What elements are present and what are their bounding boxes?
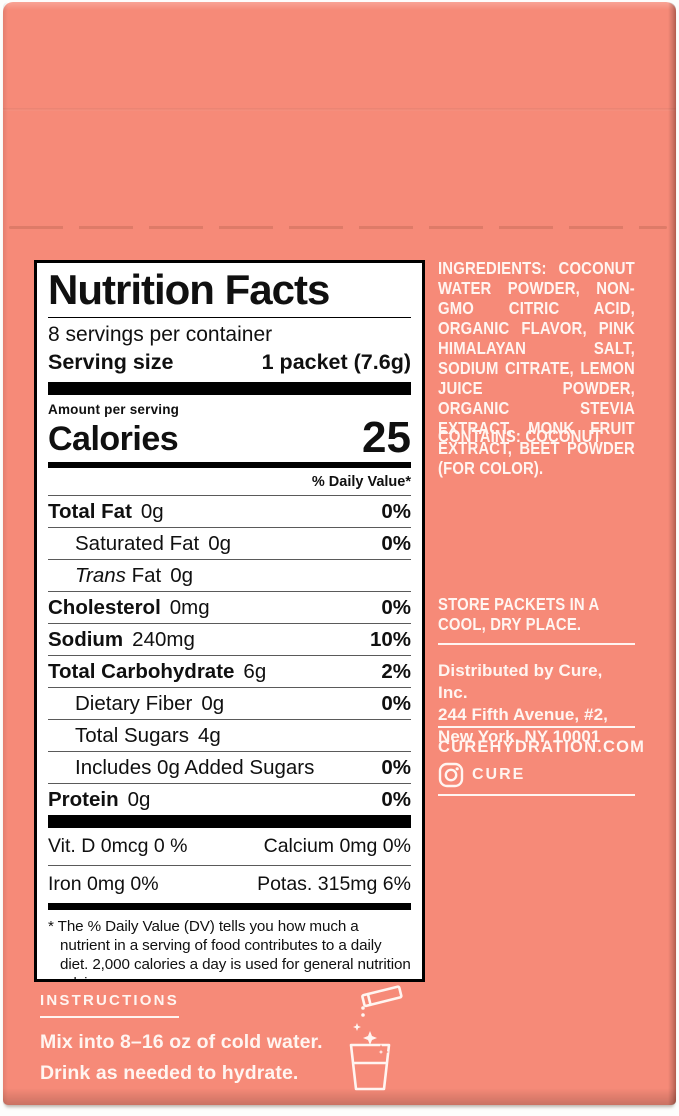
nutrition-facts-title: Nutrition Facts: [48, 267, 411, 318]
distributor-line: Distributed by Cure, Inc.: [438, 661, 603, 702]
nutrient-name: Dietary Fiber: [75, 691, 193, 715]
nutrient-dv: 0%: [381, 755, 411, 779]
nutrient-name: Fat: [125, 563, 162, 587]
nutrient-dv: 10%: [369, 627, 411, 651]
website-url: CUREHYDRATION.COM: [438, 738, 646, 756]
nutrient-dv: 0%: [381, 531, 411, 555]
divider-bar-thick: [48, 815, 411, 829]
contains-text: COCONUT: [521, 426, 602, 446]
storage-note: STORE PACKETS IN A COOL, DRY PLACE.: [438, 594, 599, 634]
calories-row: Calories 25: [48, 412, 411, 462]
instructions-section: INSTRUCTIONS Mix into 8–16 oz of cold wa…: [40, 992, 323, 1085]
nutrition-facts-panel: Nutrition Facts 8 servings per container…: [34, 260, 425, 982]
micronutrient-row-2: Iron 0mg 0% Potas. 315mg 6%: [48, 865, 411, 903]
box-top-edge: [3, 2, 676, 10]
nutrient-dv: 2%: [381, 659, 411, 683]
calories-label: Calories: [48, 420, 179, 459]
packet-pour-into-cup-icon: [349, 985, 403, 1091]
nutrient-dv: 0%: [381, 787, 411, 811]
box-left-edge: [3, 2, 8, 1105]
nutrient-name: Total Fat: [48, 499, 132, 523]
distributor-line: New York, NY 10001: [438, 727, 601, 746]
social-row: CURE: [438, 762, 525, 788]
nutrient-amount: 0g: [140, 499, 164, 523]
instructions-line-1: Mix into 8–16 oz of cold water.: [40, 1031, 323, 1053]
contains-line: CONTAINS: COCONUT: [438, 426, 635, 446]
nutrient-name: Includes 0g Added Sugars: [75, 755, 315, 779]
instructions-heading: INSTRUCTIONS: [40, 992, 179, 1018]
distributor-line: 244 Fifth Avenue, #2,: [438, 705, 608, 724]
nutrient-row-cholesterol: Cholesterol 0mg 0%: [48, 591, 411, 623]
perforation-line: [9, 226, 667, 229]
nutrient-amount: 240mg: [132, 627, 195, 651]
nutrient-amount: 0g: [201, 691, 225, 715]
nutrient-row-total-carbohydrate: Total Carbohydrate 6g 2%: [48, 655, 411, 687]
micronutrient-left: Iron 0mg 0%: [48, 873, 159, 896]
nutrient-name: Total Carbohydrate: [48, 659, 235, 683]
divider-rule: [438, 643, 635, 645]
daily-value-footnote: * The % Daily Value (DV) tells you how m…: [48, 918, 411, 979]
nutrient-row-trans-fat: Trans Fat 0g: [48, 559, 411, 591]
nutrient-dv: 0%: [381, 691, 411, 715]
side-print-panel: INGREDIENTS: COCONUT WATER POWDER, NON-G…: [438, 258, 644, 818]
nutrient-amount: 4g: [197, 723, 221, 747]
instructions-line-2: Drink as needed to hydrate.: [40, 1062, 299, 1084]
nutrient-name: Protein: [48, 787, 119, 811]
nutrient-row-total-sugars: Total Sugars 4g: [48, 719, 411, 751]
nutrient-amount: 0g: [127, 787, 151, 811]
nutrient-row-total-fat: Total Fat 0g 0%: [48, 495, 411, 527]
nutrient-row-added-sugars: Includes 0g Added Sugars 0%: [48, 751, 411, 783]
divider-rule: [438, 794, 635, 796]
nutrient-amount: 6g: [243, 659, 267, 683]
nutrient-dv: 0%: [381, 499, 411, 523]
nutrient-name: Sodium: [48, 627, 124, 651]
nutrient-name-italic: Trans: [75, 563, 126, 587]
serving-size-label: Serving size: [48, 349, 174, 374]
divider-rule: [438, 726, 635, 728]
divider-bar-small: [48, 903, 411, 911]
micronutrient-right: Potas. 315mg 6%: [257, 873, 411, 896]
micronutrient-row-1: Vit. D 0mcg 0 % Calcium 0mg 0%: [48, 828, 411, 865]
micronutrient-right: Calcium 0mg 0%: [263, 835, 411, 858]
micronutrient-left: Vit. D 0mcg 0 %: [48, 835, 188, 858]
daily-value-header: % Daily Value*: [311, 474, 411, 491]
serving-size-value: 1 packet (7.6g): [261, 349, 411, 374]
amount-per-serving-label: Amount per serving: [48, 401, 180, 417]
distributor-address: Distributed by Cure, Inc. 244 Fifth Aven…: [438, 660, 635, 748]
serving-size-row: Serving size 1 packet (7.6g): [48, 350, 411, 375]
nutrient-amount: 0mg: [169, 595, 210, 619]
box-lid-crease: [3, 108, 676, 111]
ingredients-paragraph: INGREDIENTS: COCONUT WATER POWDER, NON-G…: [438, 258, 635, 478]
divider-bar-medium: [48, 462, 411, 469]
box-right-edge: [668, 2, 676, 1105]
ingredients-text: COCONUT WATER POWDER, NON-GMO CITRIC ACI…: [438, 258, 635, 478]
instagram-icon: [438, 762, 464, 788]
box-bottom-edge: [3, 1088, 676, 1105]
social-handle: CURE: [472, 766, 526, 783]
nutrient-row-protein: Protein 0g 0%: [48, 783, 411, 815]
nutrient-row-dietary-fiber: Dietary Fiber 0g 0%: [48, 687, 411, 719]
ingredients-label: INGREDIENTS:: [438, 258, 547, 278]
nutrient-dv: 0%: [381, 595, 411, 619]
divider-bar-thick: [48, 381, 411, 395]
nutrient-name: Saturated Fat: [75, 531, 200, 555]
nutrient-amount: 0g: [170, 563, 194, 587]
nutrient-row-sodium: Sodium 240mg 10%: [48, 623, 411, 655]
nutrient-name: Cholesterol: [48, 595, 161, 619]
calories-value: 25: [362, 412, 411, 462]
nutrient-row-saturated-fat: Saturated Fat 0g 0%: [48, 527, 411, 559]
nutrient-amount: 0g: [208, 531, 232, 555]
contains-label: CONTAINS:: [438, 426, 522, 446]
nutrient-name: Total Sugars: [75, 723, 189, 747]
servings-per-container: 8 servings per container: [48, 322, 273, 346]
